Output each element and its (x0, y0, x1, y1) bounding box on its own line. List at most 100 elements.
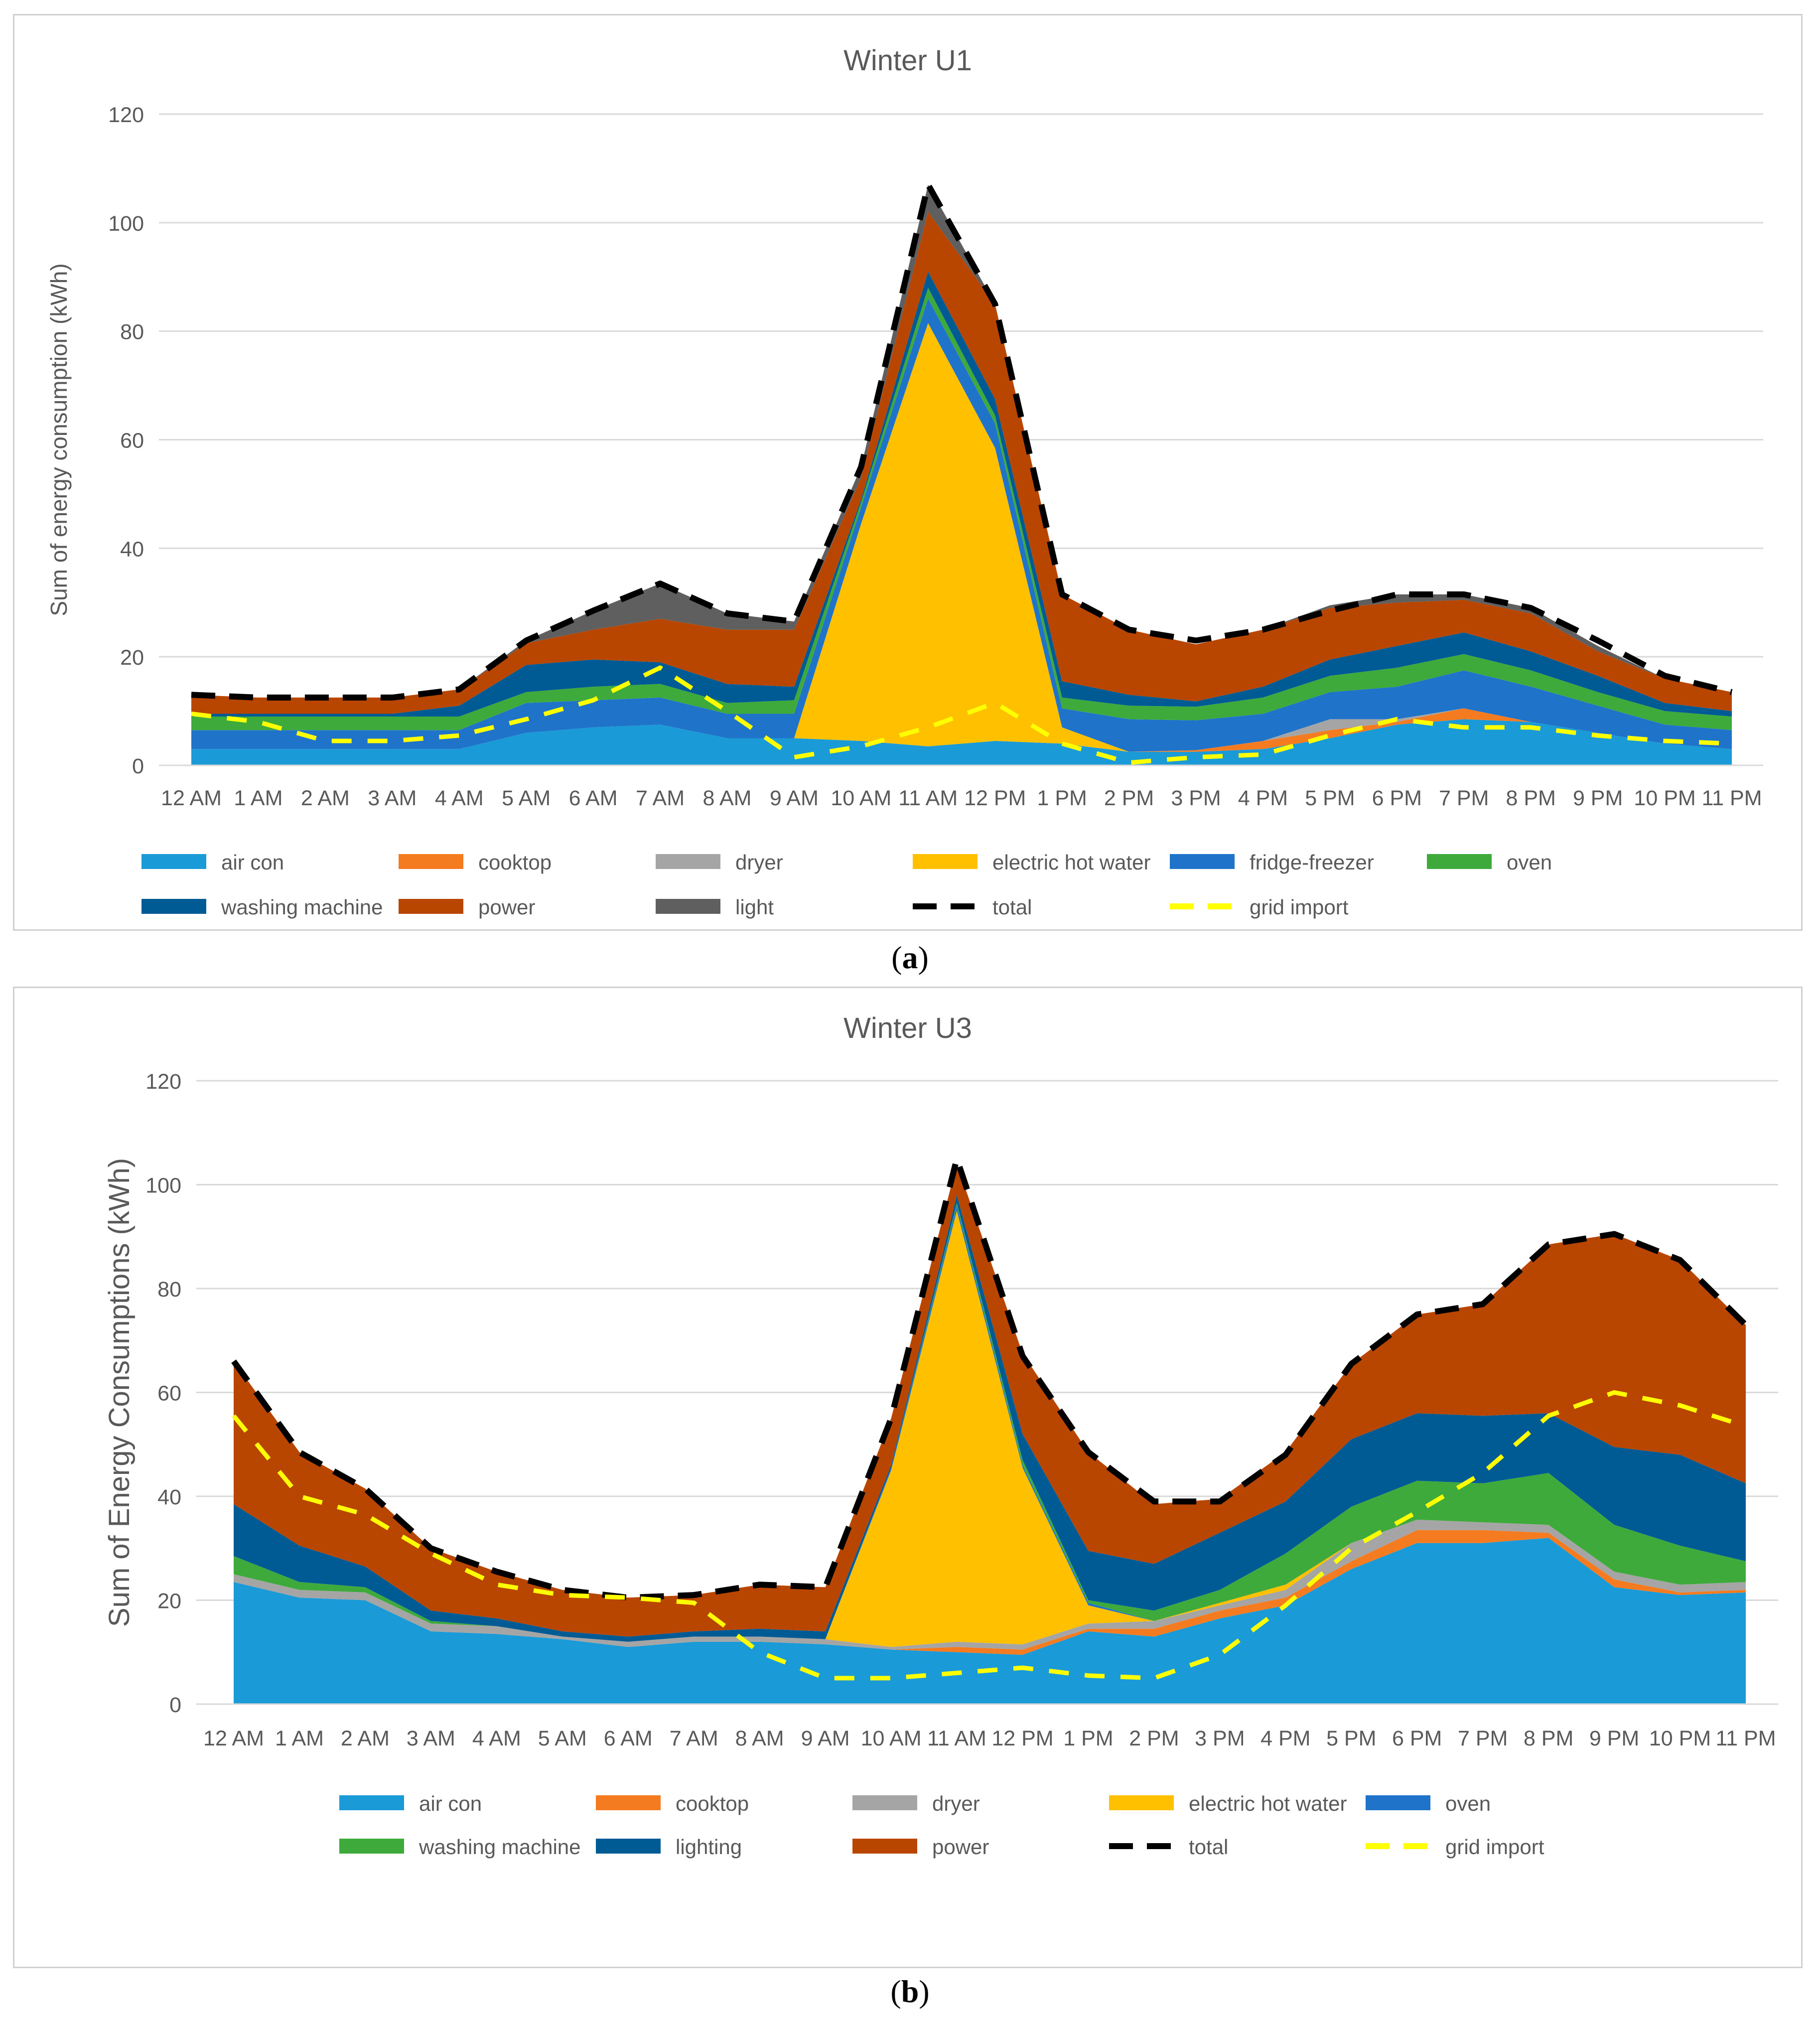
x-tick-label: 3 PM (1171, 786, 1221, 810)
area-fridge-freezer (191, 298, 1732, 752)
caption-a-close: ) (918, 940, 929, 975)
x-tick-label: 1 PM (1037, 786, 1087, 810)
area-dryer (234, 1519, 1746, 1650)
x-tick-label: 9 AM (801, 1727, 850, 1750)
legend-item-light: light (656, 895, 774, 919)
x-tick-label: 1 PM (1063, 1727, 1113, 1750)
chart-title: Winter U1 (843, 44, 972, 77)
legend-swatch (1109, 1795, 1174, 1810)
legend-swatch (339, 1795, 404, 1810)
legend-swatch (656, 899, 720, 914)
x-tick-label: 3 AM (407, 1727, 455, 1750)
legend-label: air con (221, 851, 284, 874)
y-tick-label: 20 (120, 646, 144, 670)
legend-label: dryer (932, 1792, 980, 1815)
legend-item-air-con: air con (141, 851, 284, 874)
legend-item-power: power (852, 1835, 989, 1859)
area-electric-hot-water (234, 1210, 1746, 1647)
line-grid-import (232, 1390, 1747, 1681)
legend-label: dryer (735, 851, 783, 874)
legend-item-oven: oven (1366, 1792, 1491, 1815)
line-total (231, 1156, 1748, 1601)
legend-label: total (1189, 1835, 1228, 1859)
x-tick-label: 5 PM (1305, 786, 1355, 810)
x-tick-label: 8 PM (1524, 1727, 1573, 1750)
x-tick-label: 12 AM (203, 1727, 264, 1750)
area-power (234, 1163, 1746, 1637)
legend-item-washing-machine: washing machine (141, 895, 383, 919)
legend-swatch (656, 854, 720, 869)
chart-panel-b: Winter U3 0 20 40 60 80 100 120 Sum of Energy Co… (13, 987, 1803, 1968)
x-tick-label: 4 PM (1260, 1727, 1310, 1750)
x-tick-label: 11 AM (898, 786, 958, 810)
y-axis-label: Sum of Energy Consumptions (kWh) (103, 1158, 136, 1627)
y-axis-label: Sum of energy consumption (kWh) (46, 263, 72, 616)
x-tick-label: 8 AM (702, 786, 751, 810)
x-tick-label: 4 AM (435, 786, 484, 810)
legend-item-dryer: dryer (656, 851, 783, 874)
legend-swatch (852, 1795, 917, 1810)
legend-item-lighting: lighting (596, 1835, 742, 1859)
y-tick-label: 40 (120, 537, 144, 561)
area-electric-hot-water (191, 323, 1732, 752)
area-cooktop (234, 1530, 1746, 1655)
legend-label: washing machine (419, 1835, 581, 1859)
caption-a: (a) (0, 939, 1820, 976)
legend-item-air-con: air con (339, 1792, 482, 1815)
x-tick-label: 11 AM (927, 1727, 986, 1750)
legend-label: grid import (1445, 1835, 1544, 1859)
legend-label: cooktop (478, 851, 552, 874)
legend-swatch (852, 1839, 917, 1854)
legend-item-oven: oven (1427, 851, 1552, 874)
area-oven (191, 288, 1732, 730)
y-tick-label: 100 (145, 1174, 181, 1198)
legend-item-cooktop: cooktop (596, 1792, 749, 1815)
legend-swatch (141, 899, 206, 914)
chart-winter-u1: Winter U1 0 20 40 60 80 100 120 Sum of energy co… (46, 44, 1763, 919)
x-tick-label: 9 PM (1589, 1727, 1639, 1750)
y-tick-label: 120 (145, 1070, 181, 1094)
legend-label: air con (419, 1792, 482, 1815)
x-tick-label: 10 PM (1634, 786, 1695, 810)
x-tick-label: 7 PM (1458, 1727, 1508, 1750)
legend-item-fridge-freezer: fridge-freezer (1170, 851, 1374, 874)
x-tick-label: 1 AM (275, 1727, 324, 1750)
y-tick-label: 60 (157, 1382, 181, 1406)
legend-item-electric-hot-water: electric hot water (1109, 1792, 1347, 1815)
area-air-con (234, 1538, 1746, 1704)
x-tick-label: 5 PM (1326, 1727, 1376, 1750)
legend-swatch (1170, 854, 1235, 869)
legend-item-total: total (1109, 1835, 1228, 1859)
legend-label: total (992, 895, 1032, 919)
y-tick-label: 0 (132, 754, 144, 778)
caption-b-open: ( (890, 1974, 901, 2009)
legend-swatch (913, 854, 978, 869)
legend-label: fridge-freezer (1250, 851, 1374, 874)
legend-label: washing machine (221, 895, 383, 919)
legend-label: power (932, 1835, 989, 1859)
legend-label: oven (1445, 1792, 1491, 1815)
x-tick-label: 2 PM (1104, 786, 1154, 810)
y-tick-label: 60 (120, 429, 144, 453)
legend-swatch (1427, 854, 1492, 869)
y-tick-label: 80 (157, 1278, 181, 1301)
legend-item-power: power (399, 895, 535, 919)
x-tick-label: 2 AM (341, 1727, 390, 1750)
legend-label: light (735, 895, 774, 919)
chart-panel-a: Winter U1 0 20 40 60 80 100 120 Sum of energy co… (13, 14, 1803, 931)
x-tick-label: 1 AM (234, 786, 282, 810)
caption-a-label: a (902, 940, 918, 975)
legend-swatch (596, 1795, 661, 1810)
x-tick-label: 3 PM (1195, 1727, 1245, 1750)
legend-item-washing-machine: washing machine (339, 1835, 581, 1859)
area-power (191, 212, 1732, 714)
area-air-con (191, 719, 1732, 765)
x-tick-label: 10 AM (831, 786, 891, 810)
x-tick-label: 4 PM (1238, 786, 1288, 810)
legend-label: oven (1507, 851, 1552, 874)
legend-swatch (141, 854, 206, 869)
x-tick-label: 7 PM (1439, 786, 1489, 810)
legend-item-dryer: dryer (852, 1792, 980, 1815)
x-tick-label: 11 PM (1715, 1727, 1776, 1750)
area-washing-machine (191, 271, 1732, 717)
